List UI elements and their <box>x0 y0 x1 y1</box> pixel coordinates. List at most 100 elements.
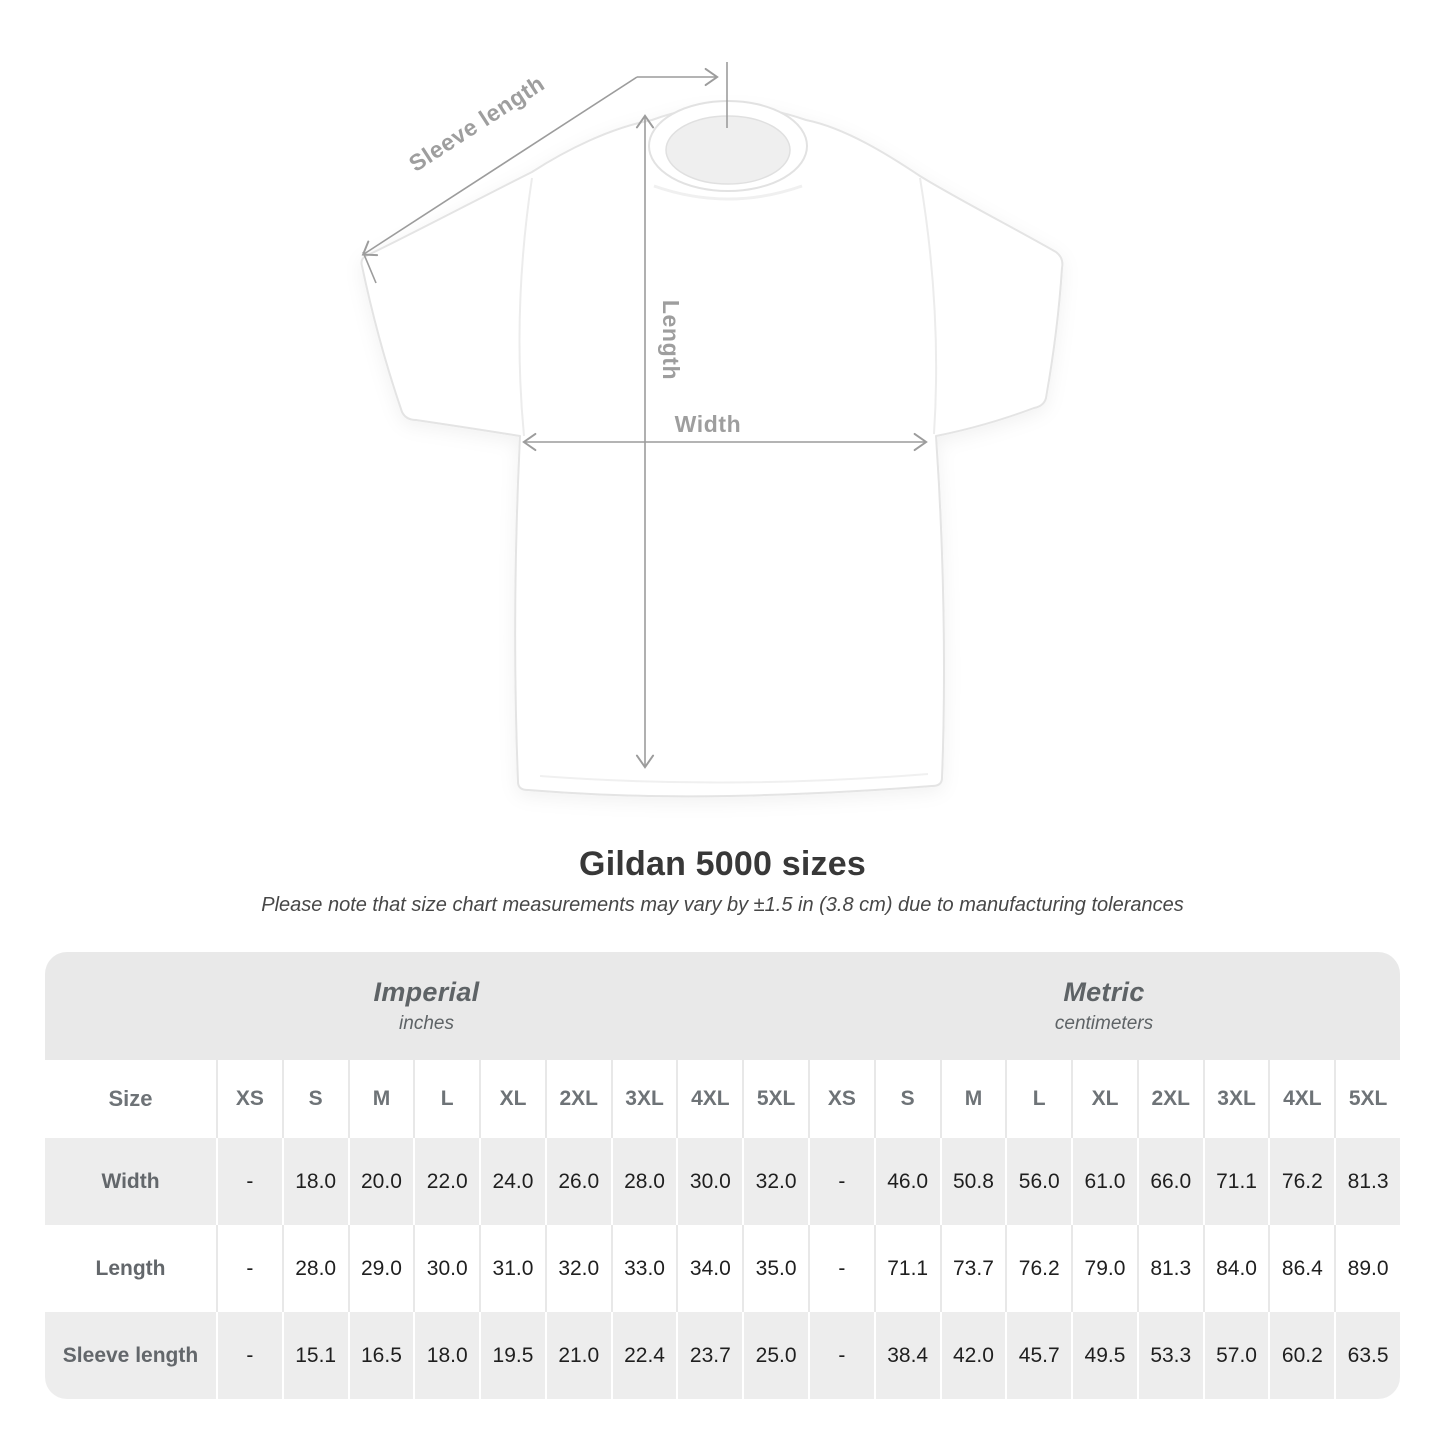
row-label: Width <box>101 1169 160 1193</box>
length-label: Length <box>658 300 684 380</box>
sleeve-extension-tick <box>362 251 377 284</box>
size-col-header-metric: XL <box>1071 1060 1137 1138</box>
table-rows: Size XS S M L XL 2XL 3XL 4XL 5XL XS S M L XL 2XL 3XL 4XL 5… <box>45 1060 1400 1399</box>
row-label: Length <box>95 1256 166 1280</box>
size-column-header: Size <box>108 1086 153 1111</box>
row-label: Sleeve length <box>62 1343 199 1367</box>
caption: Gildan 5000 sizes Please note that size … <box>0 842 1445 918</box>
cell-value-metric: 63.5 <box>1334 1312 1400 1399</box>
cell-value-metric: 71.1 <box>1202 1138 1269 1225</box>
cell-value-imperial: 16.5 <box>347 1312 414 1399</box>
page-subtitle: Please note that size chart measurements… <box>261 894 1184 916</box>
size-col-header-metric: XS <box>808 1060 874 1138</box>
size-col-header-metric: L <box>1005 1060 1071 1138</box>
cell-value-metric: 56.0 <box>1005 1138 1071 1225</box>
tshirt-illustration <box>360 100 1064 798</box>
size-col-header-metric: 3XL <box>1202 1060 1269 1138</box>
cell-value-imperial: 35.0 <box>742 1225 808 1312</box>
cell-value-imperial: 20.0 <box>347 1138 414 1225</box>
cell-value-imperial: 31.0 <box>479 1225 545 1312</box>
table-row: Length -28.0 29.0 30.0 31.0 32.0 33.0 34.0 35.0-… <box>45 1225 1400 1312</box>
unit-group-header: Imperial inches Metric centimeters <box>45 952 1400 1060</box>
metric-unit: centimeters <box>1054 1013 1154 1034</box>
unit-group-metric: Metric centimeters <box>808 952 1400 1060</box>
hem-stitch <box>539 773 929 784</box>
cell-value-imperial: 24.0 <box>479 1138 545 1225</box>
tshirt-diagram: Sleeve length Length Width <box>360 62 1064 798</box>
cell-value-metric: 50.8 <box>939 1138 1006 1225</box>
cell-value-metric: - <box>808 1312 874 1399</box>
cell-value-imperial: - <box>216 1225 282 1312</box>
cell-value-metric: 79.0 <box>1071 1225 1137 1312</box>
size-table: Imperial inches Metric centimeters Size X… <box>45 952 1400 1399</box>
size-col-header-metric: M <box>939 1060 1006 1138</box>
size-col-header-imperial: 4XL <box>676 1060 742 1138</box>
size-guide-illustration: Sleeve length Length Width <box>360 62 1064 798</box>
cell-value-metric: 76.2 <box>1005 1225 1071 1312</box>
cell-value-imperial: 30.0 <box>676 1138 742 1225</box>
cell-value-metric: - <box>808 1138 874 1225</box>
cell-value-metric: 57.0 <box>1202 1312 1269 1399</box>
sleeve-seam-right <box>919 177 938 435</box>
cell-value-metric: 61.0 <box>1071 1138 1137 1225</box>
size-col-header-metric: 4XL <box>1268 1060 1334 1138</box>
cell-value-metric: 86.4 <box>1268 1225 1334 1312</box>
cell-value-imperial: 15.1 <box>281 1312 348 1399</box>
cell-value-imperial: 30.0 <box>413 1225 479 1312</box>
cell-value-imperial: 19.5 <box>479 1312 545 1399</box>
sleeve-arrow <box>361 76 638 257</box>
cell-value-metric: 81.3 <box>1136 1225 1203 1312</box>
cell-value-imperial: 29.0 <box>347 1225 414 1312</box>
cell-value-metric: 81.3 <box>1334 1138 1400 1225</box>
cell-value-metric: 89.0 <box>1334 1225 1400 1312</box>
cell-value-imperial: - <box>216 1138 282 1225</box>
size-col-header-imperial: 5XL <box>742 1060 808 1138</box>
cell-value-metric: - <box>808 1225 874 1312</box>
imperial-title: Imperial <box>373 977 480 1007</box>
cell-value-imperial: - <box>216 1312 282 1399</box>
size-col-header-metric: S <box>873 1060 940 1138</box>
size-col-header-metric: 5XL <box>1334 1060 1400 1138</box>
cell-value-metric: 84.0 <box>1202 1225 1269 1312</box>
size-col-header-metric: 2XL <box>1136 1060 1203 1138</box>
cell-value-metric: 66.0 <box>1136 1138 1203 1225</box>
cell-value-metric: 73.7 <box>939 1225 1006 1312</box>
size-col-header-imperial: S <box>281 1060 348 1138</box>
imperial-unit: inches <box>399 1013 454 1034</box>
sleeve-length-label: Sleeve length <box>404 70 549 177</box>
cell-value-metric: 45.7 <box>1005 1312 1071 1399</box>
size-header-row: Size XS S M L XL 2XL 3XL 4XL 5XL XS S M L XL 2XL 3XL 4XL 5… <box>45 1060 1400 1138</box>
cell-value-metric: 46.0 <box>873 1138 940 1225</box>
cell-value-metric: 38.4 <box>873 1312 940 1399</box>
cell-value-imperial: 21.0 <box>544 1312 611 1399</box>
cell-value-imperial: 18.0 <box>413 1312 479 1399</box>
cell-value-metric: 60.2 <box>1268 1312 1334 1399</box>
cell-value-metric: 49.5 <box>1071 1312 1137 1399</box>
cell-value-imperial: 28.0 <box>610 1138 677 1225</box>
cell-value-metric: 42.0 <box>939 1312 1006 1399</box>
size-col-header-imperial: XL <box>479 1060 545 1138</box>
sleeve-seam-left <box>518 177 533 437</box>
collar-opening <box>665 115 791 185</box>
cell-value-imperial: 25.0 <box>742 1312 808 1399</box>
cell-value-imperial: 18.0 <box>281 1138 348 1225</box>
page-title: Gildan 5000 sizes <box>579 845 866 883</box>
cell-value-imperial: 33.0 <box>610 1225 677 1312</box>
table-row: Sleeve length -15.1 16.5 18.0 19.5 21.0 22.4 23… <box>45 1312 1400 1399</box>
cell-value-imperial: 32.0 <box>544 1225 611 1312</box>
width-label: Width <box>675 411 742 437</box>
table-row: Width -18.0 20.0 22.0 24.0 26.0 28.0 30.0 32.0-4… <box>45 1138 1400 1225</box>
cell-value-imperial: 23.7 <box>676 1312 742 1399</box>
size-col-header-imperial: 2XL <box>544 1060 611 1138</box>
cell-value-metric: 71.1 <box>873 1225 940 1312</box>
unit-group-imperial: Imperial inches <box>45 952 808 1060</box>
size-col-header-imperial: 3XL <box>610 1060 677 1138</box>
size-col-header-imperial: XS <box>216 1060 282 1138</box>
cell-value-imperial: 26.0 <box>544 1138 611 1225</box>
dimension-lines <box>361 62 928 769</box>
size-col-header-imperial: M <box>347 1060 414 1138</box>
metric-title: Metric <box>1063 977 1145 1007</box>
cell-value-imperial: 22.4 <box>610 1312 677 1399</box>
cell-value-imperial: 28.0 <box>281 1225 348 1312</box>
